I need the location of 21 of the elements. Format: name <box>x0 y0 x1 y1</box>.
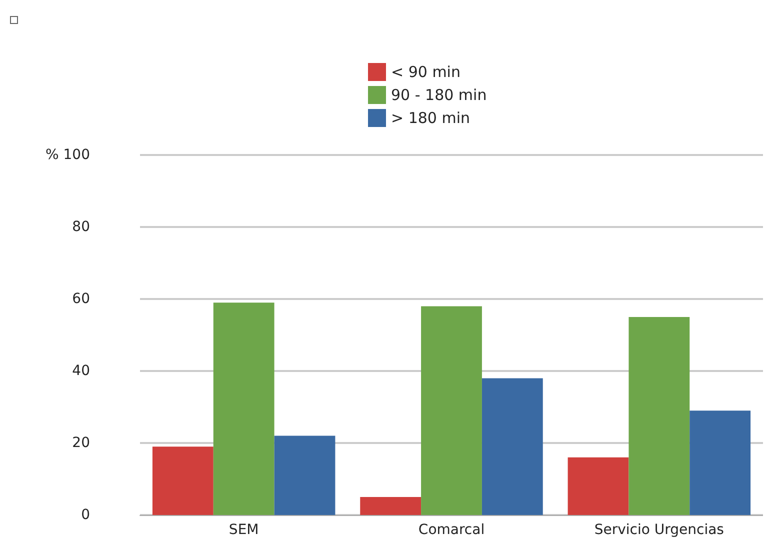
legend-label: < 90 min <box>391 63 460 81</box>
legend-label: > 180 min <box>391 109 470 127</box>
y-tick-label: % 100 <box>46 147 90 163</box>
bar <box>628 317 690 515</box>
bar <box>690 410 751 515</box>
y-tick-label: 80 <box>72 219 90 235</box>
bar <box>482 378 543 515</box>
y-tick-label: 40 <box>72 363 90 379</box>
x-tick-label: Comarcal <box>418 522 485 538</box>
bar <box>568 457 629 515</box>
bar <box>274 436 336 515</box>
bar <box>360 497 422 515</box>
x-tick-label: SEM <box>228 522 259 538</box>
bar <box>213 302 274 515</box>
y-tick-label: 20 <box>72 435 90 451</box>
y-tick-label: 0 <box>81 507 90 523</box>
bar <box>152 446 214 515</box>
y-tick-label: 60 <box>72 291 90 307</box>
legend-label: 90 - 180 min <box>391 86 487 104</box>
bar <box>421 306 482 515</box>
x-tick-label: Servicio Urgencias <box>594 522 724 538</box>
